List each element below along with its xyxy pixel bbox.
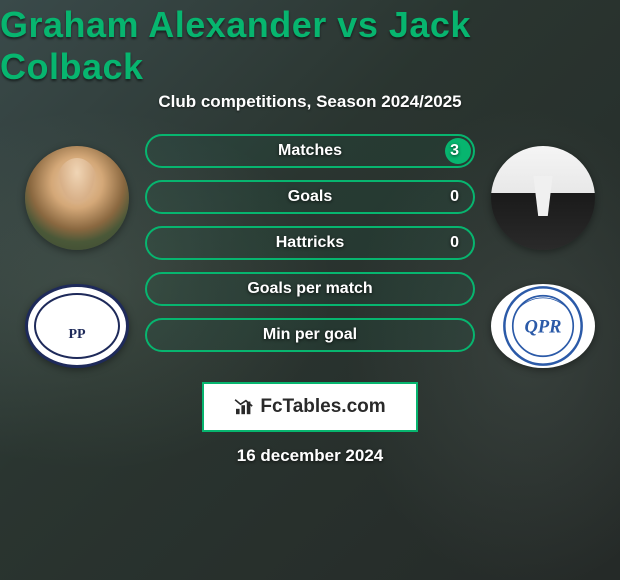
stat-bar: Hattricks 0 (145, 226, 475, 260)
brand-box[interactable]: FcTables.com (202, 382, 418, 432)
stat-label: Hattricks (276, 234, 344, 252)
stat-bar: Matches 3 (145, 134, 475, 168)
player-right-avatar (491, 146, 595, 250)
date-text: 16 december 2024 (237, 446, 384, 466)
stat-value-right: 0 (450, 234, 459, 252)
bar-chart-icon (234, 398, 256, 416)
stat-bar: Min per goal (145, 318, 475, 352)
right-column: QPR (491, 134, 595, 368)
club-left-badge: PP (25, 284, 129, 368)
stat-label: Goals per match (247, 280, 372, 298)
content-root: Graham Alexander vs Jack Colback Club co… (0, 0, 620, 580)
stat-label: Goals (288, 188, 332, 206)
stat-value-right: 0 (450, 188, 459, 206)
brand-text: FcTables.com (260, 396, 385, 418)
stat-bar: Goals per match (145, 272, 475, 306)
stat-label: Min per goal (263, 326, 357, 344)
left-column: PP (25, 134, 129, 368)
club-left-initials: PP (68, 327, 85, 343)
stat-value-right: 3 (450, 142, 459, 160)
subtitle: Club competitions, Season 2024/2025 (158, 92, 461, 112)
player-left-avatar (25, 146, 129, 250)
club-right-badge: QPR (491, 284, 595, 368)
svg-text:QPR: QPR (525, 317, 562, 337)
page-title: Graham Alexander vs Jack Colback (0, 4, 620, 88)
stat-label: Matches (278, 142, 342, 160)
comparison-wrap: PP Matches 3 Goals 0 Hattricks 0 Goals per mat… (0, 134, 620, 368)
qpr-crest-icon: QPR (491, 284, 595, 368)
stats-bars: Matches 3 Goals 0 Hattricks 0 Goals per match M… (145, 134, 475, 352)
stat-bar: Goals 0 (145, 180, 475, 214)
